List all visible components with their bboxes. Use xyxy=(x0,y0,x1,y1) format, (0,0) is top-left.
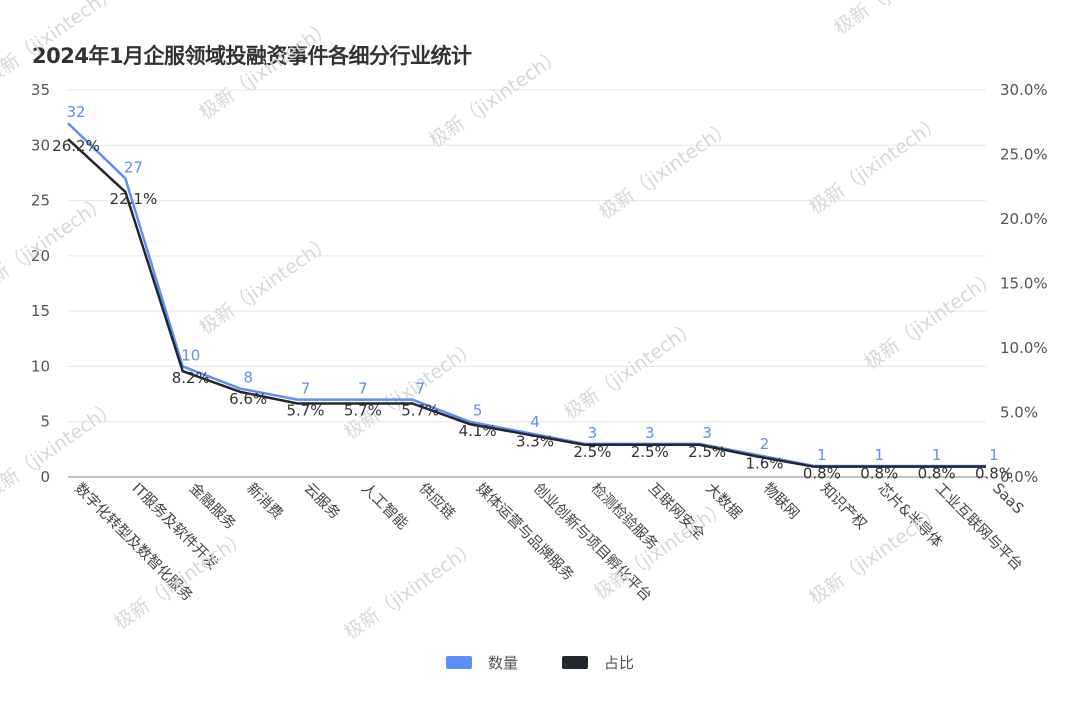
data-label-count: 32 xyxy=(66,103,85,121)
watermark: 极新（jixintech） xyxy=(0,0,121,89)
y-left-tick-label: 10 xyxy=(31,357,50,375)
watermark: 极新（jixintech） xyxy=(0,396,121,504)
x-tick-label: SaaS xyxy=(989,481,1026,518)
y-left-tick-label: 35 xyxy=(31,81,50,99)
data-label-share: 1.6% xyxy=(745,454,783,472)
legend-label: 数量 xyxy=(487,654,518,672)
data-label-count: 5 xyxy=(473,402,483,420)
data-label-count: 1 xyxy=(817,446,827,464)
legend: 数量 占比 xyxy=(0,652,1080,673)
series-line-2 xyxy=(67,138,986,468)
data-label-count: 2 xyxy=(760,435,770,453)
watermark: 极新（jixintech） xyxy=(425,44,566,152)
data-label-count: 3 xyxy=(588,424,598,442)
watermark: 极新（jixintech） xyxy=(560,316,701,424)
y-right-tick-label: 20.0% xyxy=(1000,210,1048,228)
data-label-count: 1 xyxy=(989,446,999,464)
x-tick-label: 供应链 xyxy=(415,479,459,523)
data-label-share: 5.7% xyxy=(344,401,382,419)
data-label-count: 7 xyxy=(301,380,311,398)
data-label-share: 8.2% xyxy=(172,369,210,387)
y-right-tick-label: 5.0% xyxy=(1000,404,1038,422)
data-label-share: 0.8% xyxy=(803,465,841,483)
data-label-share: 3.3% xyxy=(516,432,554,450)
legend-item[interactable]: 占比 xyxy=(562,652,634,673)
x-tick-label: 金融服务 xyxy=(186,480,239,533)
data-label-share: 0.8% xyxy=(860,465,898,483)
watermark: 极新（jixintech） xyxy=(195,231,336,339)
x-tick-label: 物联网 xyxy=(760,480,803,523)
data-label-count: 10 xyxy=(181,346,200,364)
chart-title: 2024年1月企服领域投融资事件各细分行业统计 xyxy=(32,44,472,68)
watermark: 极新（jixintech） xyxy=(830,0,971,39)
y-left-tick-label: 0 xyxy=(40,468,50,486)
legend-item[interactable]: 数量 xyxy=(445,652,518,673)
data-label-share: 2.5% xyxy=(573,443,611,461)
y-left-tick-label: 15 xyxy=(31,302,50,320)
y-left-tick-label: 25 xyxy=(31,192,50,210)
data-label-count: 27 xyxy=(124,158,143,176)
x-tick-label: 媒体运营与品牌服务 xyxy=(473,480,577,584)
data-label-count: 1 xyxy=(874,446,884,464)
data-label-share: 5.7% xyxy=(401,401,439,419)
data-label-share: 0.8% xyxy=(975,465,1013,483)
y-left-tick-label: 5 xyxy=(40,413,50,431)
x-tick-label: 新消费 xyxy=(243,480,286,523)
watermark: 极新（jixintech） xyxy=(195,16,336,124)
watermark: 极新（jixintech） xyxy=(860,266,1001,374)
y-right-tick-label: 0.0% xyxy=(1000,468,1038,486)
watermark: 极新（jixintech） xyxy=(805,111,946,219)
x-tick-label: 云服务 xyxy=(301,480,344,523)
data-label-count: 7 xyxy=(358,380,368,398)
data-label-count: 4 xyxy=(530,413,540,431)
y-left-tick-label: 30 xyxy=(31,136,50,154)
watermark: 极新（jixintech） xyxy=(805,501,946,609)
data-label-count: 1 xyxy=(932,446,942,464)
data-label-share: 2.5% xyxy=(688,443,726,461)
data-label-share: 2.5% xyxy=(631,443,669,461)
legend-swatch xyxy=(562,656,588,669)
watermark: 极新（jixintech） xyxy=(0,191,111,299)
x-tick-label: 知识产权 xyxy=(817,480,870,533)
legend-label: 占比 xyxy=(604,654,635,672)
data-label-share: 6.6% xyxy=(229,390,267,408)
data-label-count: 8 xyxy=(243,369,253,387)
y-right-tick-label: 10.0% xyxy=(1000,339,1048,357)
y-right-tick-label: 25.0% xyxy=(1000,146,1048,164)
data-label-share: 0.8% xyxy=(918,465,956,483)
watermark: 极新（jixintech） xyxy=(340,536,481,644)
data-label-share: 5.7% xyxy=(286,401,324,419)
data-label-share: 26.2% xyxy=(52,137,100,155)
x-tick-label: 人工智能 xyxy=(358,480,411,533)
data-label-count: 7 xyxy=(415,380,425,398)
watermark: 极新（jixintech） xyxy=(595,116,736,224)
y-right-tick-label: 30.0% xyxy=(1000,81,1048,99)
y-left-tick-label: 20 xyxy=(31,247,50,265)
data-label-share: 4.1% xyxy=(459,422,497,440)
data-label-count: 3 xyxy=(702,424,712,442)
data-label-count: 3 xyxy=(645,424,655,442)
data-label-share: 22.1% xyxy=(110,190,158,208)
y-right-tick-label: 15.0% xyxy=(1000,275,1048,293)
legend-swatch xyxy=(445,656,472,669)
